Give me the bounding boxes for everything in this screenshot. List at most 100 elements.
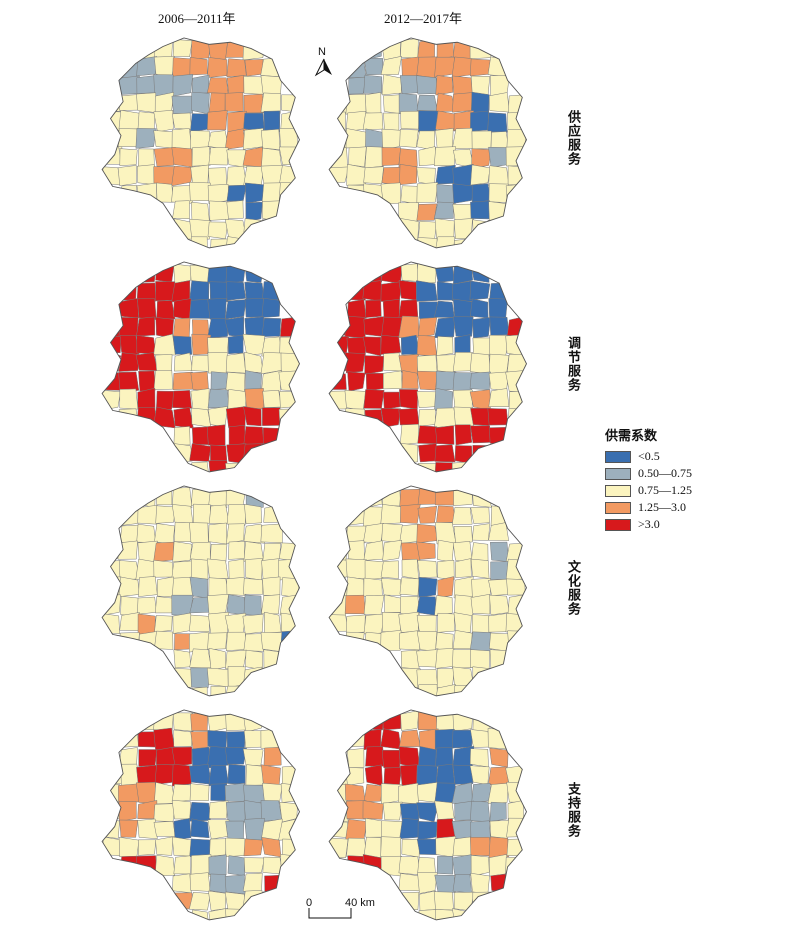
county-polygon (189, 802, 211, 822)
county-polygon (469, 298, 489, 319)
county-polygon (226, 594, 247, 616)
county-polygon (173, 407, 194, 429)
county-polygon (135, 128, 157, 149)
county-polygon (224, 128, 247, 150)
county-polygon (452, 854, 474, 876)
county-polygon (417, 505, 438, 524)
county-polygon (119, 388, 139, 410)
county-polygon (282, 838, 299, 858)
county-polygon (278, 370, 300, 392)
county-polygon (454, 424, 473, 446)
county-polygon (380, 334, 402, 355)
county-polygon (242, 146, 265, 168)
county-polygon (189, 218, 212, 240)
county-polygon (488, 836, 510, 858)
county-polygon (118, 783, 140, 803)
county-polygon (453, 488, 473, 506)
county-polygon (189, 298, 211, 319)
county-polygon (505, 613, 527, 633)
map-panel (101, 485, 301, 697)
county-polygon (260, 728, 283, 750)
county-polygon (490, 561, 510, 580)
county-polygon (365, 746, 385, 767)
county-polygon (382, 539, 403, 562)
county-polygon (488, 522, 510, 541)
county-polygon (280, 650, 300, 671)
county-polygon (382, 612, 401, 633)
county-polygon (226, 281, 246, 301)
county-polygon (346, 614, 366, 635)
county-polygon (225, 712, 248, 731)
county-polygon (345, 631, 365, 652)
county-polygon (398, 408, 420, 426)
county-polygon (172, 317, 191, 339)
county-polygon (488, 578, 509, 596)
county-polygon (471, 183, 492, 204)
county-polygon (490, 541, 510, 562)
county-polygon (280, 352, 300, 373)
county-polygon (380, 728, 402, 750)
county-polygon (487, 408, 509, 426)
county-polygon (224, 92, 244, 112)
county-polygon (452, 75, 473, 95)
county-polygon (171, 892, 193, 910)
county-polygon (399, 423, 419, 446)
county-polygon (244, 351, 264, 373)
county-polygon (417, 856, 436, 874)
county-polygon (225, 299, 247, 320)
county-polygon (417, 425, 438, 444)
county-polygon (261, 297, 281, 318)
county-polygon (472, 445, 492, 464)
county-polygon (135, 352, 158, 371)
map-panel (328, 485, 528, 697)
county-polygon (452, 127, 473, 150)
county-polygon (329, 129, 349, 149)
county-polygon (260, 523, 283, 544)
county-polygon (154, 91, 175, 113)
county-polygon (487, 782, 509, 804)
county-polygon (435, 763, 455, 786)
county-polygon (453, 525, 473, 544)
county-polygon (154, 630, 174, 650)
county-polygon (398, 93, 419, 114)
county-polygon (416, 182, 439, 203)
map-panel (101, 261, 301, 473)
county-polygon (137, 298, 157, 320)
county-polygon (416, 335, 437, 357)
county-polygon (155, 505, 176, 524)
county-polygon (261, 836, 282, 858)
county-polygon (207, 318, 229, 339)
county-polygon (263, 667, 283, 687)
county-polygon (136, 92, 157, 113)
county-polygon (454, 558, 472, 578)
county-polygon (434, 462, 454, 472)
county-polygon (489, 747, 509, 768)
county-polygon (225, 908, 248, 920)
county-polygon (469, 352, 491, 375)
map-panel (101, 709, 301, 921)
county-polygon (363, 166, 384, 185)
county-polygon (228, 558, 245, 580)
county-polygon (264, 874, 283, 893)
county-polygon (471, 130, 492, 150)
county-polygon (451, 280, 474, 302)
county-polygon (191, 146, 211, 167)
county-polygon (102, 540, 119, 562)
legend-item: 1.25—3.0 (605, 500, 692, 515)
county-polygon (191, 354, 211, 372)
county-polygon (329, 166, 350, 183)
province-boundary (101, 37, 301, 249)
county-polygon (154, 596, 173, 614)
county-polygon (434, 387, 454, 411)
county-polygon (191, 91, 210, 115)
county-polygon (153, 406, 176, 429)
county-polygon (489, 427, 510, 446)
county-polygon (189, 181, 212, 202)
county-polygon (507, 407, 527, 429)
county-polygon (244, 59, 264, 77)
county-polygon (172, 712, 194, 732)
county-polygon (173, 352, 193, 372)
county-polygon (189, 541, 211, 562)
county-polygon (470, 558, 490, 579)
county-polygon (226, 200, 244, 219)
